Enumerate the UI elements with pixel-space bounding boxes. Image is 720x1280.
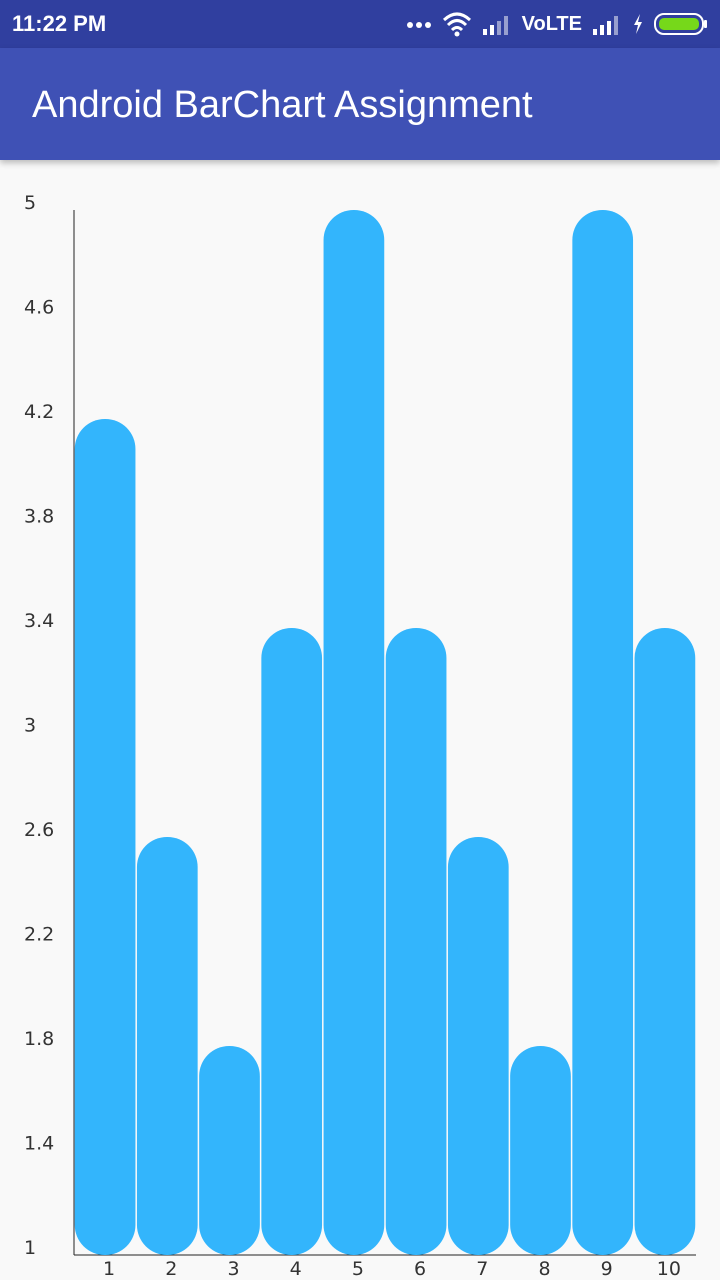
x-tick-label: 10 [657,1258,681,1280]
page-title: Android BarChart Assignment [32,84,533,126]
bar [323,210,385,1255]
bar-chart[interactable]: 1 1.4 1.8 2.2 2.6 3 3.4 3.8 4.2 4.6 5 1 2 3 4 5 6 7 8 9 10 [0,160,720,1280]
x-tick-label: 2 [165,1258,177,1280]
y-tick-label: 4.2 [24,401,54,423]
y-tick-label: 3.8 [24,506,54,528]
y-tick-label: 1.8 [24,1028,54,1050]
y-tick-label: 2.2 [24,924,54,946]
bar [385,628,447,1255]
more-dots-icon [406,22,431,28]
x-tick-label: 5 [352,1258,364,1280]
y-tick-label: 3.4 [24,610,54,632]
wifi-icon [442,12,471,37]
y-tick-label: 3 [24,715,36,737]
bar [74,419,136,1255]
y-tick-label: 2.6 [24,819,54,841]
battery-icon [654,13,707,35]
bar [261,628,323,1255]
charging-icon [634,14,642,34]
bar [634,628,696,1255]
x-tick-label: 1 [103,1258,115,1280]
y-tick-label: 4.6 [24,297,54,319]
bar [199,1046,260,1255]
y-tick-label: 1.4 [24,1133,54,1155]
y-tick-label: 1 [24,1237,36,1259]
status-icons: VoLTE [406,9,708,39]
signal-icon [593,16,618,35]
bar [447,837,509,1255]
app-bar: Android BarChart Assignment [0,48,720,160]
x-tick-label: 7 [476,1258,488,1280]
bar [572,210,634,1255]
network-type-label: VoLTE [521,12,582,35]
x-tick-label: 6 [414,1258,426,1280]
signal-icon [482,16,508,35]
x-tick-label: 3 [227,1258,239,1280]
x-tick-label: 4 [290,1258,302,1280]
status-time: 11:22 PM [12,11,107,36]
x-tick-label: 8 [538,1258,550,1280]
status-bar: 11:22 PM VoLTE [0,0,720,48]
bar [136,837,198,1255]
x-tick-label: 9 [601,1258,613,1280]
bar-chart-svg: 1 1.4 1.8 2.2 2.6 3 3.4 3.8 4.2 4.6 5 1 2 3 4 5 6 7 8 9 10 [24,192,696,1280]
y-tick-label: 5 [24,192,36,214]
bar [510,1046,571,1255]
